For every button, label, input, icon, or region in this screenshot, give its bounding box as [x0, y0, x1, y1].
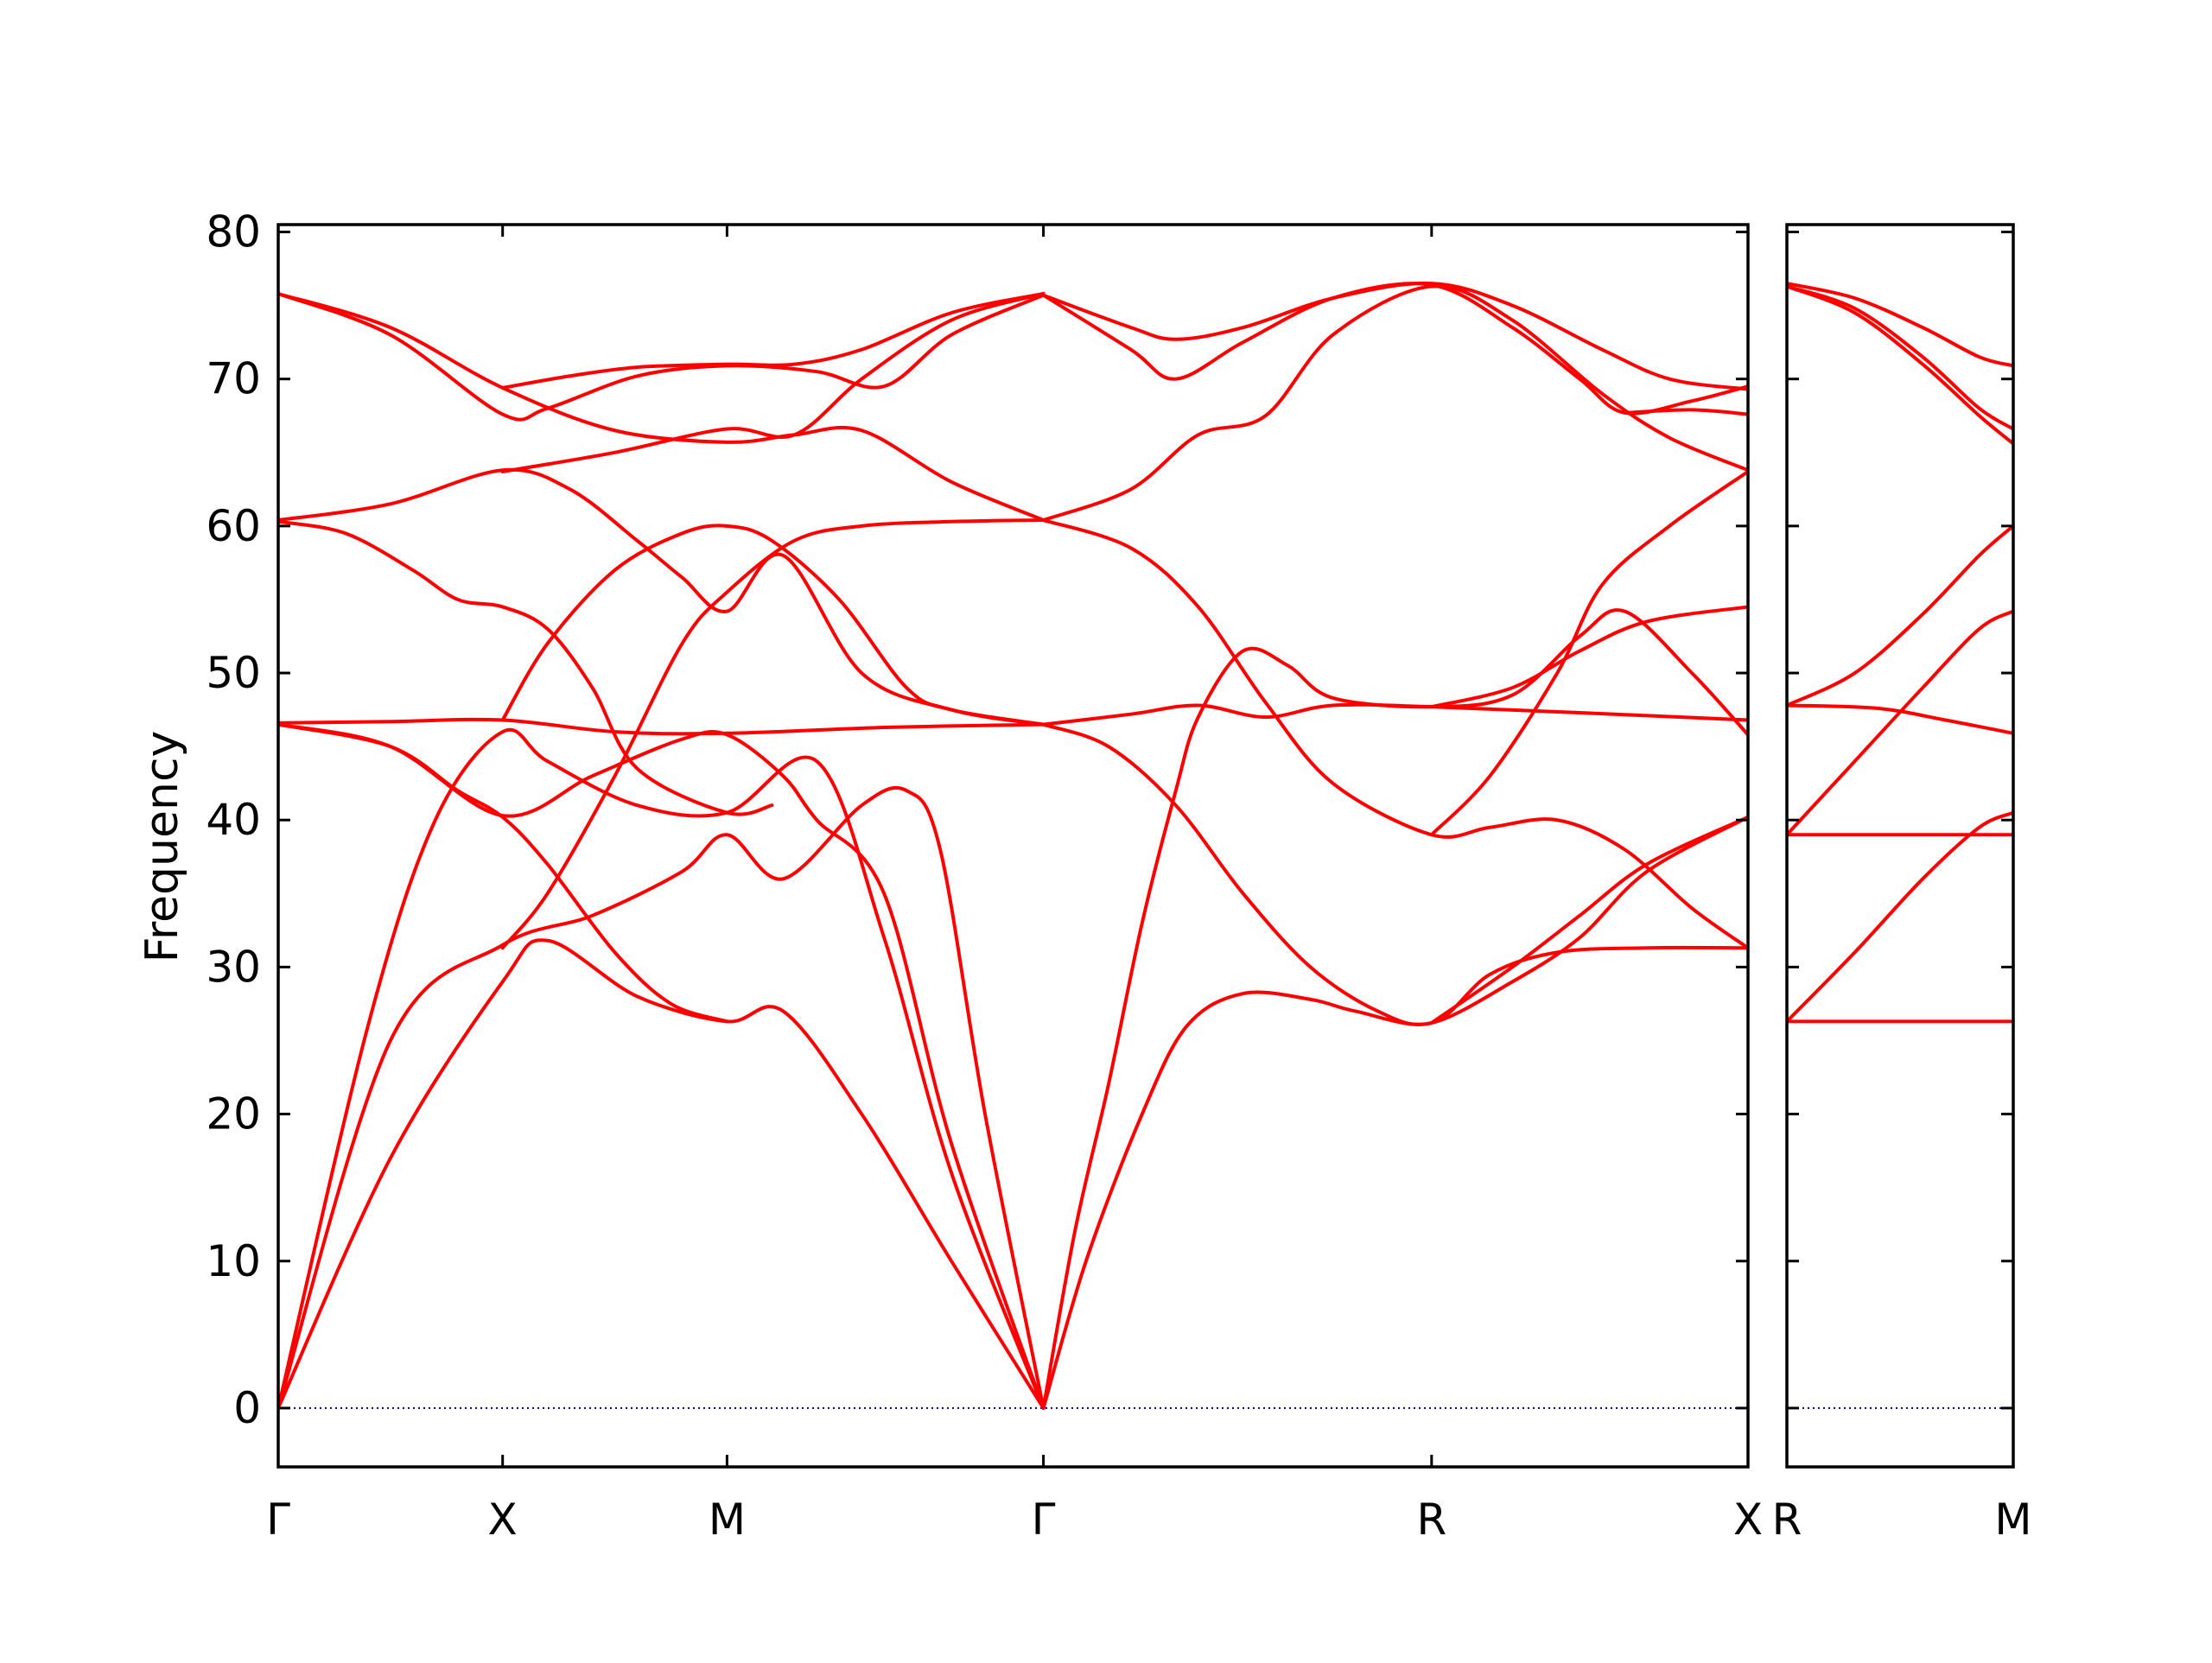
band-19 [1041, 518, 1748, 950]
y-tick-label: 70 [206, 354, 261, 404]
panel-frames [276, 223, 2015, 1469]
band-25 [1429, 815, 1748, 1025]
band-9 [500, 518, 1046, 950]
y-tick-label: 60 [206, 501, 261, 551]
x-tick-label: R [1416, 1495, 1446, 1545]
band-14 [500, 291, 1046, 390]
y-tick-label: 50 [206, 648, 261, 698]
band-12 [278, 291, 1046, 523]
band-24 [1429, 605, 1748, 709]
y-tick-label: 40 [206, 795, 261, 845]
band-8 [278, 467, 1046, 727]
band-21 [1041, 281, 1748, 391]
x-tick-label: M [1994, 1495, 2031, 1545]
band-23 [1429, 469, 1748, 837]
y-tick-label: 10 [206, 1236, 261, 1286]
main-frame [276, 223, 1750, 1469]
band-22 [1041, 282, 1748, 416]
x-tick-label: X [488, 1495, 518, 1545]
band-10 [500, 524, 1046, 727]
y-axis-label: Frequency [137, 731, 188, 963]
band-20 [1041, 284, 1748, 523]
x-tick-label: R [1772, 1495, 1802, 1545]
band-15 [1041, 945, 1748, 1410]
side-bands [1787, 282, 2013, 1409]
side-frame [1785, 223, 2015, 1469]
band-18 [1041, 722, 1748, 1026]
band-16 [1041, 608, 1748, 1410]
side-band-4 [1787, 609, 2013, 837]
y-tick-label: 30 [206, 942, 261, 992]
x-tick-label: M [709, 1495, 746, 1545]
side-band-9 [1787, 282, 2013, 368]
x-tick-label: X [1733, 1495, 1763, 1545]
side-band-6 [1787, 524, 2013, 708]
x-tick-label: Γ [1032, 1495, 1056, 1545]
y-tick-label: 0 [233, 1383, 261, 1433]
band-4 [278, 722, 1046, 1410]
main-bands [278, 281, 1748, 1410]
band-7 [278, 519, 774, 816]
band-11 [278, 291, 1046, 422]
band-13 [500, 291, 1046, 473]
side-band-7 [1787, 284, 2013, 446]
y-tick-label: 20 [206, 1089, 261, 1139]
band-5 [278, 722, 729, 1024]
band-6 [278, 717, 1046, 736]
y-tick-label: 80 [206, 207, 261, 257]
band-26 [1623, 408, 1748, 416]
side-band-5 [1787, 703, 2013, 735]
band-1 [278, 938, 1046, 1410]
side-band-8 [1787, 284, 2013, 431]
band-2 [278, 785, 1046, 1410]
x-tick-label: Γ [266, 1495, 290, 1545]
band-3 [278, 727, 1046, 1410]
side-band-2 [1787, 810, 2013, 1024]
band-17 [1041, 702, 1748, 727]
